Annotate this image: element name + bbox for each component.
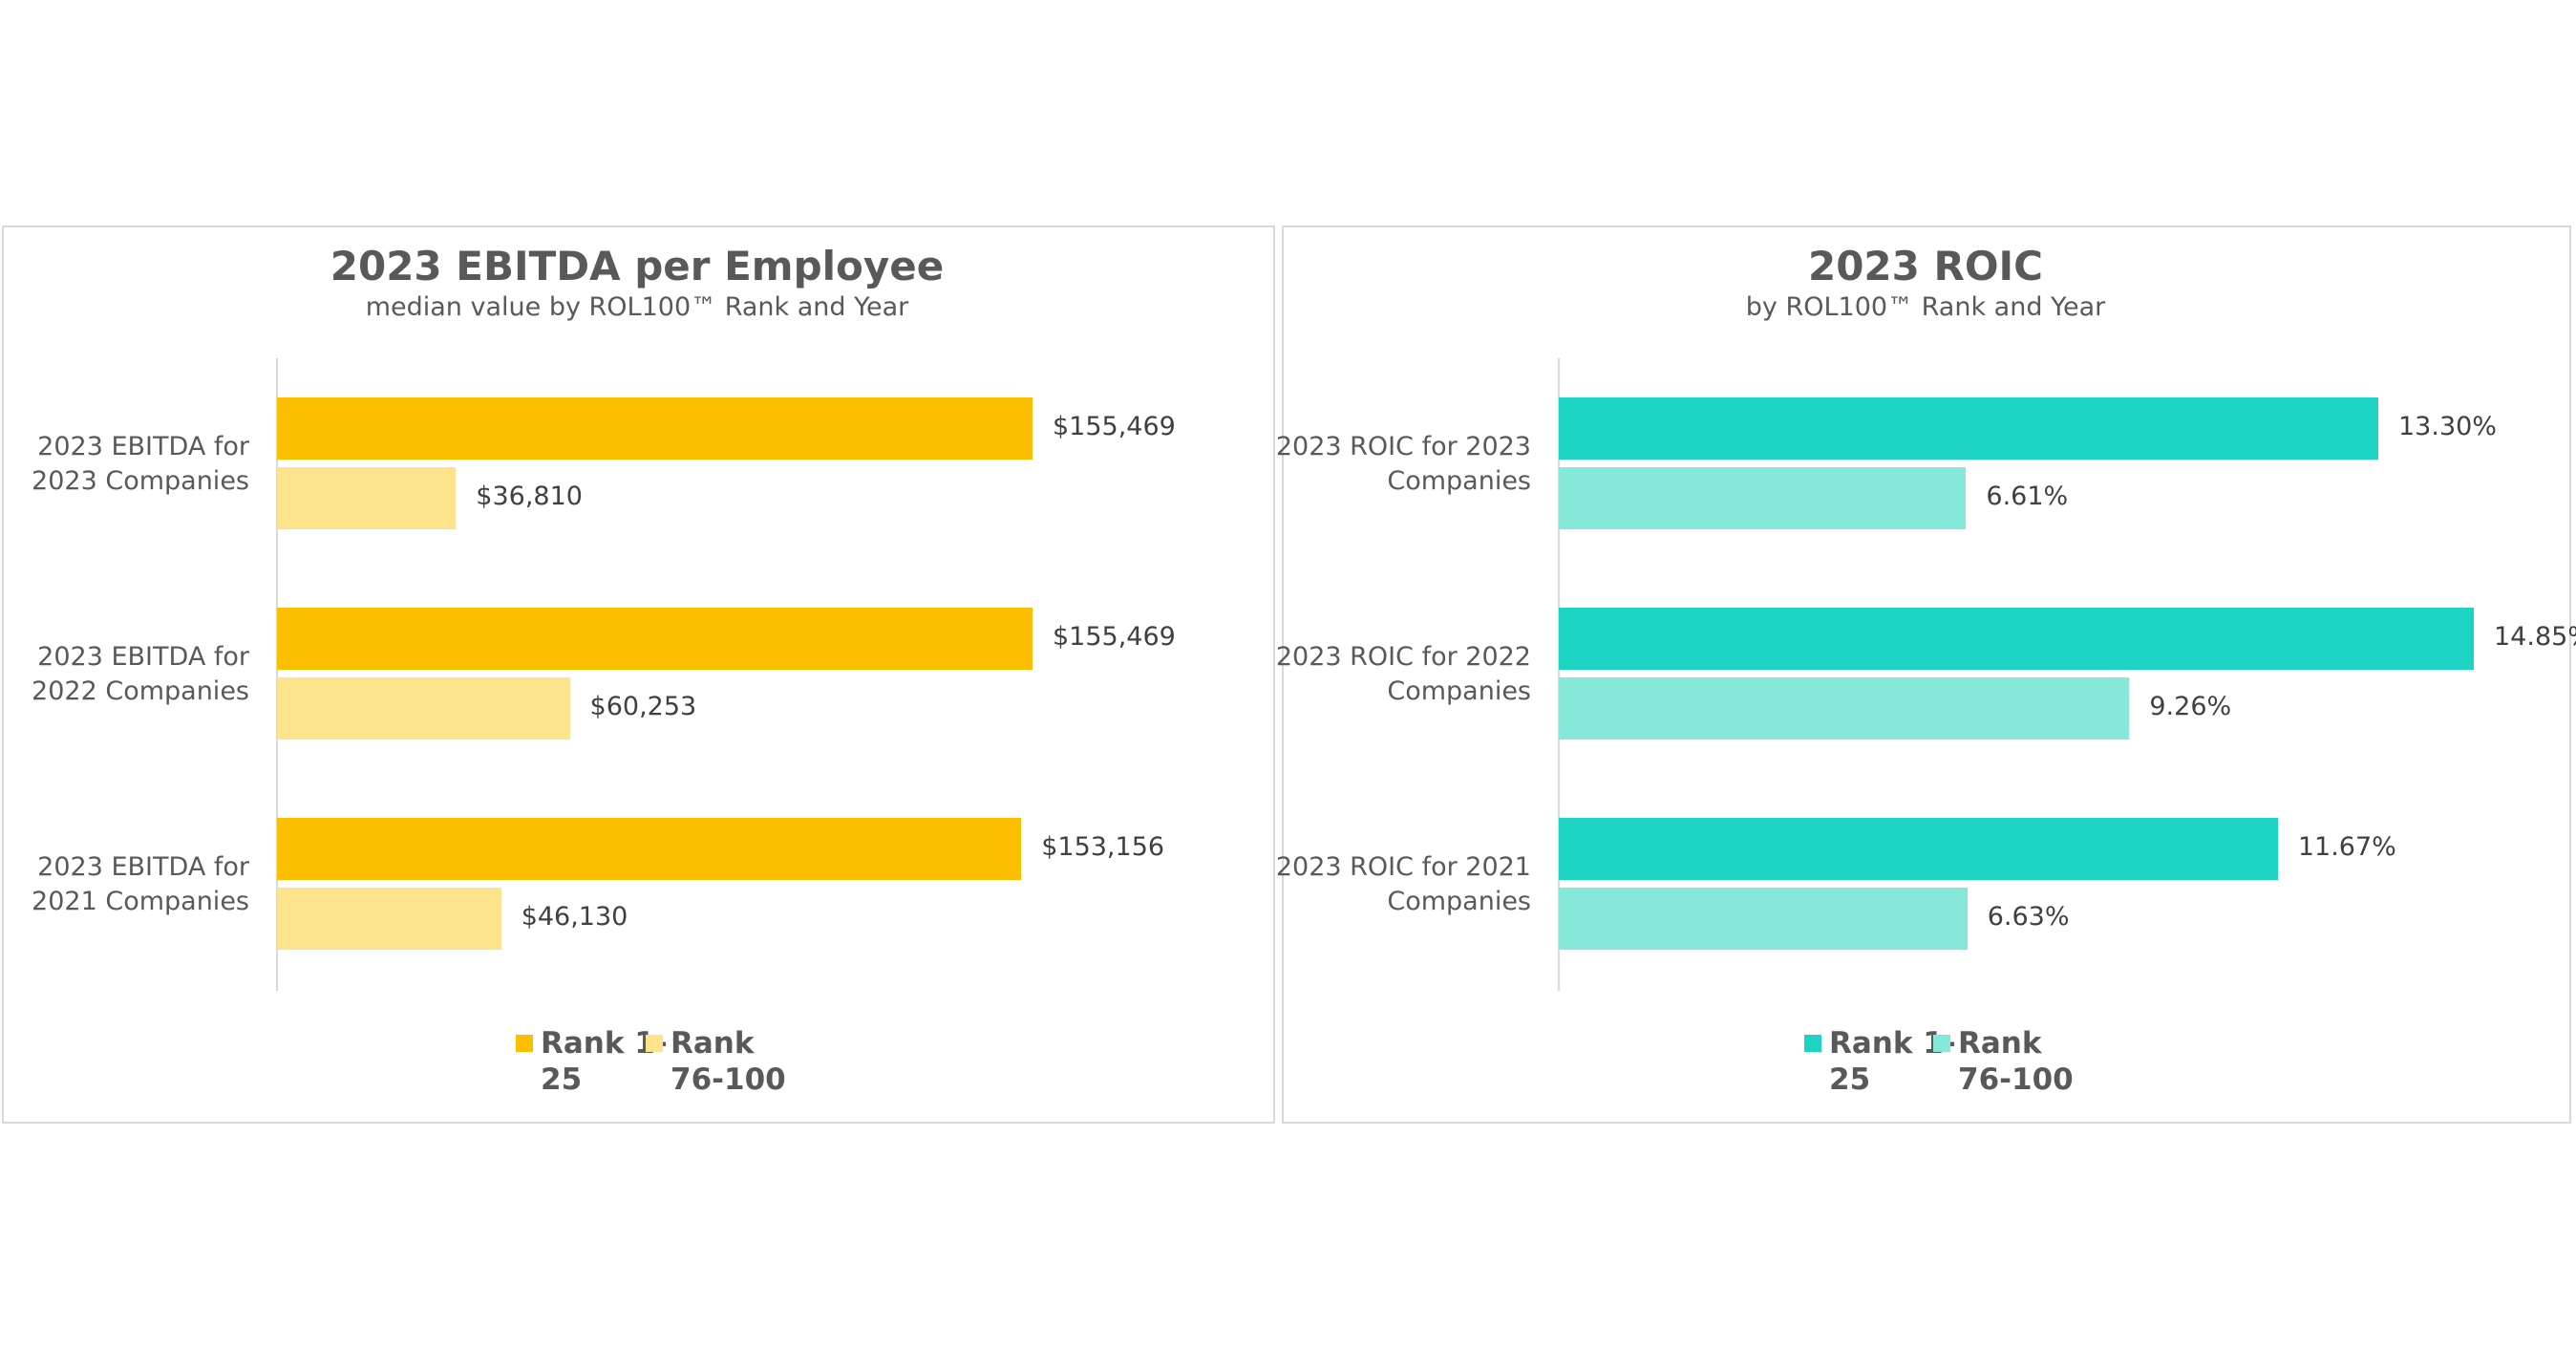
legend-label: Rank 1-25: [1829, 1026, 1956, 1097]
bar: [277, 467, 457, 529]
value-label: $155,469: [1053, 412, 1176, 441]
value-label: $46,130: [521, 902, 628, 932]
bar: [1559, 818, 2278, 880]
bar: [277, 888, 501, 950]
bar: [277, 677, 570, 740]
legend-swatch: [516, 1035, 533, 1052]
value-label: $36,810: [476, 482, 583, 511]
bar: [1559, 888, 1968, 950]
value-label: 11.67%: [2297, 832, 2396, 862]
bar: [1559, 677, 2130, 740]
category-label: 2023 EBITDA for 2023 Companies: [32, 432, 249, 496]
bar: [1559, 397, 2378, 460]
bar: [277, 818, 1022, 880]
value-label: 9.26%: [2149, 692, 2232, 721]
category-label: 2023 EBITDA for 2022 Companies: [32, 642, 249, 706]
value-label: 14.85%: [2494, 622, 2576, 652]
axis-line: [276, 358, 278, 991]
bar: [1559, 608, 2474, 670]
category-label: 2023 ROIC for 2021 Companies: [1275, 852, 1531, 916]
bar: [277, 397, 1033, 460]
panel: [2, 225, 1275, 1124]
value-label: 6.61%: [1986, 482, 2069, 511]
chart-title: 2023 EBITDA per Employee: [330, 243, 945, 290]
category-label: 2023 ROIC for 2022 Companies: [1275, 642, 1531, 706]
chart-subtitle: by ROL100™ Rank and Year: [1745, 292, 2106, 322]
value-label: $155,469: [1053, 622, 1176, 652]
category-label: 2023 ROIC for 2023 Companies: [1275, 432, 1531, 496]
legend-label: Rank 76-100: [1958, 1026, 2074, 1097]
value-label: 13.30%: [2398, 412, 2497, 441]
bar: [1559, 467, 1967, 529]
legend-swatch: [1933, 1035, 1950, 1052]
panel: [1282, 225, 2571, 1124]
value-label: 6.63%: [1987, 902, 2070, 932]
axis-line: [1558, 358, 1560, 991]
legend-label: Rank 1-25: [541, 1026, 668, 1097]
legend-swatch: [1804, 1035, 1821, 1052]
bar: [277, 608, 1033, 670]
chart-subtitle: median value by ROL100™ Rank and Year: [365, 292, 909, 322]
legend-label: Rank 76-100: [671, 1026, 786, 1097]
legend-swatch: [646, 1035, 663, 1052]
category-label: 2023 EBITDA for 2021 Companies: [32, 852, 249, 916]
chart-title: 2023 ROIC: [1807, 243, 2043, 290]
value-label: $153,156: [1041, 832, 1165, 862]
value-label: $60,253: [589, 692, 697, 721]
